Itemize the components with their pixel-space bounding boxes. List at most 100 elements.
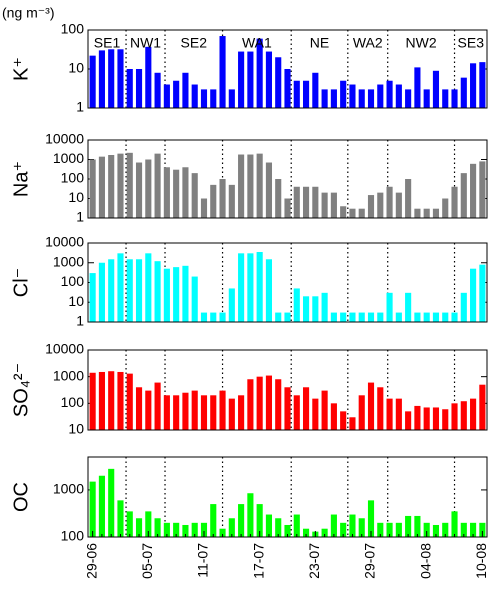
bar [247,493,254,537]
bar [340,411,347,430]
bar [442,198,449,218]
bar [228,89,235,108]
bar [432,312,440,322]
bar [173,267,180,322]
bar [200,198,208,218]
bar [173,169,180,218]
bar [349,312,356,322]
y-tick-label: 10 [68,421,84,437]
bar [163,167,170,218]
bar [451,186,458,218]
bar [386,80,393,108]
bar [414,405,421,430]
x-tick-label: 05-07 [139,543,155,579]
bar [98,50,105,108]
bar [182,392,189,430]
bar [405,411,412,430]
bar [219,36,226,108]
bar [479,264,486,322]
bar [340,80,347,108]
bar [173,522,180,537]
x-tick-label: 11-07 [195,543,211,578]
bar [330,312,337,322]
bar [145,159,152,218]
period-label: NE [310,35,329,51]
bar [265,514,273,537]
bar [200,312,208,322]
bar [200,89,208,108]
bar [108,371,115,430]
bar [108,49,115,108]
y-tick-label: 100 [61,394,85,410]
bar [275,179,282,218]
bar [173,395,180,430]
y-tick-label: 1000 [53,481,84,497]
bar [89,55,96,108]
bar [358,395,365,430]
bar [302,528,310,537]
bar [302,80,310,108]
bar [265,162,273,218]
bar [423,312,430,322]
bar [312,72,319,108]
bar [89,273,96,322]
y-tick-label: 1000 [53,367,84,383]
bar [442,89,449,108]
bar [135,387,143,430]
bar [182,524,189,537]
bar [126,373,133,430]
bar [293,395,300,430]
y-axis-label: SO₄²⁻ [10,363,32,417]
y-tick-label: 10 [68,189,84,205]
plot-frame [87,29,488,109]
bar [479,522,486,537]
bar [470,268,477,322]
bar [265,259,273,322]
y-tick-label: 10 [68,60,84,76]
period-label: NW1 [130,35,161,51]
bar [238,51,245,108]
bar [126,69,133,108]
y-tick-label: 100 [61,273,85,289]
bar [238,395,245,430]
bar [451,312,458,322]
period-label: WA1 [242,35,272,51]
bar [386,398,393,430]
bar [191,84,198,108]
bar [210,184,217,218]
bar [358,312,365,322]
bar [210,504,217,537]
period-label: SE3 [458,35,485,51]
x-tick-label: 10-08 [473,543,489,579]
y-axis-label: K⁺ [10,57,32,81]
bar [377,522,384,537]
bar [228,518,235,537]
bar [182,72,189,108]
bar [432,208,440,218]
bar [414,208,421,218]
period-label: SE1 [94,35,121,51]
bar [414,312,421,322]
x-tick-label: 04-08 [417,543,433,579]
bar [284,69,291,108]
bar [163,395,170,430]
bar [200,522,208,537]
bar [191,276,198,322]
y-tick-label: 1 [76,99,84,115]
bar [256,38,263,108]
bar [367,195,375,218]
bar [451,511,458,537]
bar [265,51,273,108]
bar [219,528,226,537]
bar [340,312,347,322]
bar [228,184,235,218]
bar [405,89,412,108]
bar [247,51,254,108]
bar [302,387,310,430]
bar [145,253,152,322]
bar [405,179,412,218]
x-tick-label: 29-07 [362,543,378,579]
bar [442,409,449,430]
bar [321,390,328,430]
bar [358,208,365,218]
